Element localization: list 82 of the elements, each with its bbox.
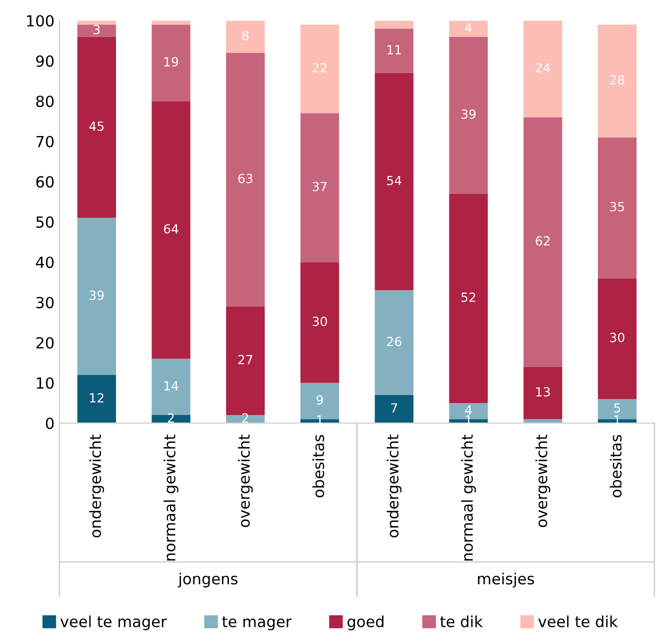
x-tick-label: obesitas: [610, 434, 622, 498]
y-tick-label: 30: [36, 296, 54, 308]
data-label: 28: [610, 75, 624, 85]
legend-label: veel te dik: [538, 615, 618, 628]
data-label: 63: [238, 174, 252, 184]
bar: [374, 72, 414, 290]
data-label: 4: [465, 405, 472, 414]
data-label: 39: [90, 290, 104, 300]
data-label: 24: [536, 63, 550, 72]
bar: [152, 24, 190, 102]
legend-label: goed: [348, 615, 384, 630]
data-label: 54: [387, 176, 402, 186]
legend-label: te mager: [222, 616, 292, 630]
data-label: 35: [610, 202, 624, 212]
bar: [77, 374, 116, 424]
x-tick-label: obesitas: [312, 434, 324, 498]
text: jongens: [178, 572, 238, 588]
y-tick-label: 50: [36, 216, 54, 228]
bar: [374, 28, 414, 73]
data-label: 4: [465, 22, 472, 32]
y-tick-label: 70: [36, 136, 54, 148]
bar: [300, 24, 340, 114]
bar: [300, 262, 340, 383]
data-label: 27: [238, 354, 252, 364]
y-tick-label: 10: [36, 377, 54, 389]
bar: [77, 218, 116, 375]
data-label: 7: [391, 403, 398, 412]
bar: [524, 117, 562, 367]
data-label: 19: [164, 57, 178, 66]
bar: [449, 20, 488, 37]
data-label: 5: [614, 403, 620, 413]
bar: [449, 194, 488, 403]
bar: [374, 290, 414, 395]
data-label: 2: [242, 413, 248, 423]
x-tick-label: overgewicht: [535, 434, 550, 528]
data-label: 37: [312, 182, 327, 192]
y-tick-label: 40: [36, 256, 54, 268]
x-tick-label: ondergewicht: [89, 434, 104, 538]
x-tick-label: normaal gewicht: [164, 434, 178, 560]
bar: [152, 101, 190, 359]
y-tick-label: 100: [27, 15, 54, 27]
y-tick-label: 0: [46, 418, 54, 430]
bar: [374, 20, 414, 29]
data-label: 30: [610, 332, 624, 342]
data-label: 2: [168, 413, 174, 423]
data-label: 14: [164, 381, 178, 390]
data-label: 3: [94, 24, 100, 34]
data-label: 26: [387, 336, 402, 346]
data-label: 13: [536, 387, 550, 397]
data-label: 12: [90, 393, 104, 402]
text: meisjes: [478, 572, 534, 588]
bar: [226, 52, 265, 306]
x-tick-label: ondergewicht: [386, 434, 402, 538]
bar: [77, 36, 116, 218]
data-label: 39: [461, 109, 476, 119]
bar: [300, 113, 340, 262]
legend-label: veel te mager: [60, 615, 167, 630]
y-tick-label: 60: [36, 176, 54, 188]
y-tick-label: 20: [36, 337, 54, 349]
data-label: 30: [312, 316, 327, 326]
data-label: 62: [536, 236, 550, 246]
bar: [598, 24, 637, 138]
data-label: 45: [89, 122, 104, 131]
y-tick-label: 80: [36, 96, 54, 108]
data-label: 9: [316, 395, 323, 405]
bar: [598, 137, 637, 278]
data-label: 64: [164, 224, 178, 234]
bar: [77, 24, 116, 37]
data-label: 8: [242, 30, 249, 40]
data-label: 22: [312, 63, 326, 72]
bar: [449, 36, 488, 194]
data-label: 52: [461, 292, 476, 302]
bar: [524, 20, 562, 118]
data-label: 11: [388, 45, 401, 54]
x-tick-label: normaal gewicht: [461, 434, 476, 560]
bar: [524, 366, 562, 420]
x-tick-label: overgewicht: [238, 434, 253, 528]
legend-label: te dik: [440, 615, 483, 628]
bar: [598, 278, 637, 399]
bar: [226, 20, 265, 53]
bar: [374, 394, 414, 424]
y-tick-label: 90: [36, 55, 54, 67]
